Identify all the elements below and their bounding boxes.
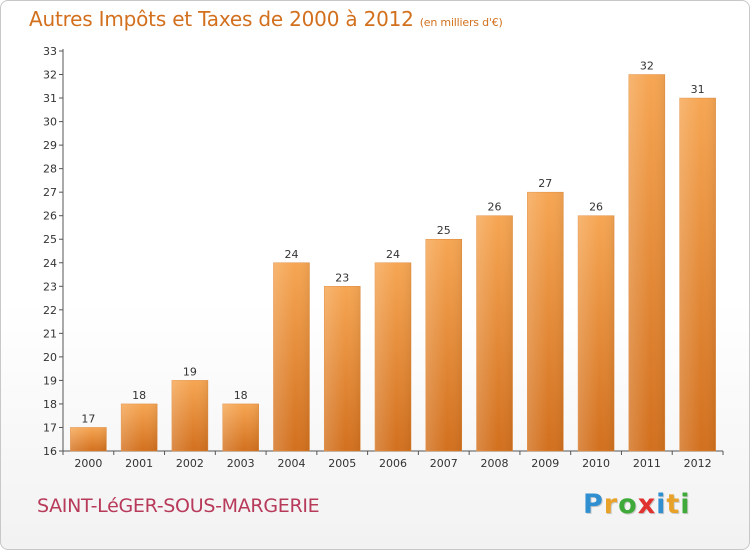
value-label-2012: 31 xyxy=(691,83,705,96)
bar-shade-2004 xyxy=(273,262,310,451)
y-tick-label: 25 xyxy=(43,233,57,246)
value-label-2004: 24 xyxy=(284,248,298,261)
x-tick-label-2000: 2000 xyxy=(74,457,102,470)
bar-shade-2005 xyxy=(324,286,361,451)
bar-shade-2012 xyxy=(679,98,716,451)
x-tick-label-2010: 2010 xyxy=(582,457,610,470)
logo-letter: i xyxy=(656,489,667,520)
value-label-2000: 17 xyxy=(81,412,95,425)
value-label-2002: 19 xyxy=(183,365,197,378)
bar-shade-2011 xyxy=(628,74,665,451)
y-tick-label: 27 xyxy=(43,186,57,199)
y-tick-label: 28 xyxy=(43,163,57,176)
y-tick-label: 30 xyxy=(43,116,57,129)
x-tick-label-2011: 2011 xyxy=(633,457,661,470)
y-tick-label: 26 xyxy=(43,210,57,223)
x-tick-label-2006: 2006 xyxy=(379,457,407,470)
x-tick-label-2009: 2009 xyxy=(531,457,559,470)
x-tick-label-2004: 2004 xyxy=(277,457,305,470)
bar-shade-2006 xyxy=(375,262,411,451)
value-label-2010: 26 xyxy=(589,201,603,214)
bar-shade-2000 xyxy=(70,427,107,451)
y-tick-label: 32 xyxy=(43,69,57,82)
logo-letter: i xyxy=(680,489,691,520)
y-tick-label: 23 xyxy=(43,280,57,293)
x-tick-label-2002: 2002 xyxy=(176,457,204,470)
value-label-2009: 27 xyxy=(538,177,552,190)
x-tick-label-2003: 2003 xyxy=(227,457,255,470)
x-tick-label-2008: 2008 xyxy=(481,457,509,470)
value-label-2007: 25 xyxy=(437,224,451,237)
bar-shade-2008 xyxy=(476,215,513,451)
chart-bars xyxy=(70,74,716,452)
y-tick-label: 31 xyxy=(43,92,57,105)
value-label-2001: 18 xyxy=(132,389,146,402)
x-tick-label-2007: 2007 xyxy=(430,457,458,470)
logo-letter: o xyxy=(618,489,638,520)
logo-letter: t xyxy=(666,489,681,520)
chart-title-unit: (en milliers d'€) xyxy=(419,16,503,29)
logo-letter: P xyxy=(583,489,604,520)
chart-title: Autres Impôts et Taxes de 2000 à 2012 (en… xyxy=(29,7,503,31)
place-name: SAINT-LéGER-SOUS-MARGERIE xyxy=(37,495,320,517)
bar-shade-2001 xyxy=(121,403,158,451)
y-tick-label: 22 xyxy=(43,304,57,317)
logo-letter: x xyxy=(637,489,657,520)
value-label-2011: 32 xyxy=(640,60,654,73)
chart-title-main: Autres Impôts et Taxes de 2000 à 2012 xyxy=(29,7,414,31)
x-tick-label-2012: 2012 xyxy=(684,457,712,470)
bar-shade-2003 xyxy=(222,403,259,451)
y-tick-label: 20 xyxy=(43,351,57,364)
chart-labels: 17 2000 18 2001 19 2002 18 2003 24 2004 23 2005 24 20… xyxy=(74,60,711,470)
y-tick-label: 18 xyxy=(43,398,57,411)
value-label-2006: 24 xyxy=(386,248,400,261)
proxiti-logo: Proxiti xyxy=(583,489,691,520)
x-tick-label-2005: 2005 xyxy=(328,457,356,470)
chart-axes: 16 17 18 19 20 21 22 23 24 25 26 27 28 29 30 31 32 33 xyxy=(43,45,724,458)
value-label-2005: 23 xyxy=(335,271,349,284)
y-tick-label: 21 xyxy=(43,327,57,340)
bar-shade-2010 xyxy=(578,215,615,451)
x-tick-label-2001: 2001 xyxy=(125,457,153,470)
y-tick-label: 16 xyxy=(43,445,57,458)
y-tick-label: 33 xyxy=(43,45,57,58)
bar-shade-2009 xyxy=(527,192,564,452)
value-label-2008: 26 xyxy=(488,201,502,214)
logo-letter: r xyxy=(603,489,619,520)
y-tick-label: 17 xyxy=(43,421,57,434)
bar-shade-2007 xyxy=(425,239,462,451)
y-tick-label: 19 xyxy=(43,374,57,387)
value-label-2003: 18 xyxy=(234,389,248,402)
y-tick-label: 24 xyxy=(43,257,57,270)
bar-shade-2002 xyxy=(171,380,208,451)
y-tick-label: 29 xyxy=(43,139,57,152)
